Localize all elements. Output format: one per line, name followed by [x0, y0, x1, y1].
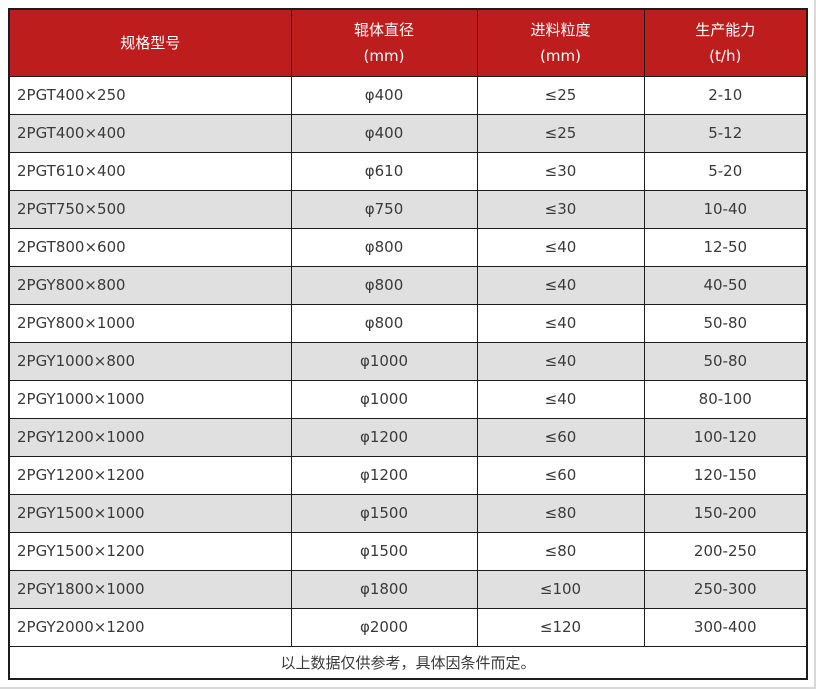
cell-capacity: 80-100 — [643, 379, 808, 419]
cell-feed-size: ≤80 — [476, 531, 645, 571]
cell-model: 2PGY1800×1000 — [8, 569, 292, 609]
cell-roller-diameter: φ1500 — [290, 493, 478, 533]
cell-capacity: 12-50 — [643, 227, 808, 267]
table-row: 2PGT610×400 φ610 ≤30 5-20 — [8, 151, 808, 191]
cell-model: 2PGT400×400 — [8, 113, 292, 153]
cell-roller-diameter: φ1000 — [290, 341, 478, 381]
col-header-roller-diameter-label: 辊体直径 — [353, 20, 414, 39]
cell-capacity: 10-40 — [643, 189, 808, 229]
table-row: 2PGY800×1000 φ800 ≤40 50-80 — [8, 303, 808, 343]
table-row: 2PGY1500×1200 φ1500 ≤80 200-250 — [8, 531, 808, 571]
cell-feed-size: ≤80 — [476, 493, 645, 533]
table-row: 2PGY1200×1200 φ1200 ≤60 120-150 — [8, 455, 808, 495]
col-header-capacity: 生产能力 (t/h) — [643, 8, 808, 77]
col-header-model-label: 规格型号 — [120, 33, 181, 52]
cell-model: 2PGT610×400 — [8, 151, 292, 191]
col-header-feed-size-label: 进料粒度 — [530, 20, 591, 39]
cell-model: 2PGY800×800 — [8, 265, 292, 305]
cell-capacity: 50-80 — [643, 341, 808, 381]
cell-model: 2PGY800×1000 — [8, 303, 292, 343]
table-row: 2PGY800×800 φ800 ≤40 40-50 — [8, 265, 808, 305]
table-row: 2PGY2000×1200 φ2000 ≤120 300-400 — [8, 607, 808, 647]
col-header-capacity-unit: (t/h) — [709, 46, 742, 65]
cell-roller-diameter: φ750 — [290, 189, 478, 229]
cell-capacity: 120-150 — [643, 455, 808, 495]
table-row: 2PGY1000×1000 φ1000 ≤40 80-100 — [8, 379, 808, 419]
cell-model: 2PGY1200×1000 — [8, 417, 292, 457]
cell-model: 2PGY1000×800 — [8, 341, 292, 381]
spec-table-header: 规格型号 辊体直径 (mm) 进料粒度 (mm) 生产能力 (t/h) — [8, 8, 808, 77]
cell-model: 2PGT750×500 — [8, 189, 292, 229]
cell-feed-size: ≤40 — [476, 303, 645, 343]
table-row: 2PGY1200×1000 φ1200 ≤60 100-120 — [8, 417, 808, 457]
col-header-feed-size-unit: (mm) — [540, 46, 581, 65]
spec-table-footer: 以上数据仅供参考，具体因条件而定。 — [8, 645, 808, 680]
spec-table-body: 2PGT400×250 φ400 ≤25 2-10 2PGT400×400 φ400 ≤25… — [8, 75, 808, 647]
cell-feed-size: ≤100 — [476, 569, 645, 609]
cell-capacity: 300-400 — [643, 607, 808, 647]
cell-feed-size: ≤30 — [476, 189, 645, 229]
cell-model: 2PGY1000×1000 — [8, 379, 292, 419]
table-row: 2PGT400×250 φ400 ≤25 2-10 — [8, 75, 808, 115]
cell-feed-size: ≤40 — [476, 341, 645, 381]
cell-roller-diameter: φ400 — [290, 113, 478, 153]
cell-model: 2PGY1500×1000 — [8, 493, 292, 533]
cell-capacity: 100-120 — [643, 417, 808, 457]
cell-capacity: 150-200 — [643, 493, 808, 533]
cell-feed-size: ≤60 — [476, 455, 645, 495]
cell-roller-diameter: φ1200 — [290, 417, 478, 457]
header-row: 规格型号 辊体直径 (mm) 进料粒度 (mm) 生产能力 (t/h) — [8, 8, 808, 77]
col-header-capacity-label: 生产能力 — [695, 20, 756, 39]
table-row: 2PGY1000×800 φ1000 ≤40 50-80 — [8, 341, 808, 381]
cell-capacity: 250-300 — [643, 569, 808, 609]
cell-feed-size: ≤30 — [476, 151, 645, 191]
table-row: 2PGT750×500 φ750 ≤30 10-40 — [8, 189, 808, 229]
cell-model: 2PGT800×600 — [8, 227, 292, 267]
footer-note: 以上数据仅供参考，具体因条件而定。 — [8, 645, 808, 680]
cell-capacity: 2-10 — [643, 75, 808, 115]
cell-roller-diameter: φ1000 — [290, 379, 478, 419]
cell-roller-diameter: φ610 — [290, 151, 478, 191]
cell-feed-size: ≤40 — [476, 227, 645, 267]
cell-feed-size: ≤40 — [476, 379, 645, 419]
cell-model: 2PGY1500×1200 — [8, 531, 292, 571]
cell-roller-diameter: φ1200 — [290, 455, 478, 495]
cell-roller-diameter: φ400 — [290, 75, 478, 115]
cell-model: 2PGY1200×1200 — [8, 455, 292, 495]
col-header-roller-diameter-unit: (mm) — [363, 46, 405, 65]
cell-roller-diameter: φ800 — [290, 265, 478, 305]
table-row: 2PGY1800×1000 φ1800 ≤100 250-300 — [8, 569, 808, 609]
cell-roller-diameter: φ800 — [290, 303, 478, 343]
footer-row: 以上数据仅供参考，具体因条件而定。 — [8, 645, 808, 680]
table-row: 2PGT800×600 φ800 ≤40 12-50 — [8, 227, 808, 267]
spec-table: 规格型号 辊体直径 (mm) 进料粒度 (mm) 生产能力 (t/h) 2PGT… — [8, 8, 808, 680]
cell-model: 2PGY2000×1200 — [8, 607, 292, 647]
table-row: 2PGY1500×1000 φ1500 ≤80 150-200 — [8, 493, 808, 533]
col-header-feed-size: 进料粒度 (mm) — [476, 8, 645, 77]
cell-capacity: 5-12 — [643, 113, 808, 153]
cell-model: 2PGT400×250 — [8, 75, 292, 115]
cell-capacity: 5-20 — [643, 151, 808, 191]
cell-capacity: 200-250 — [643, 531, 808, 571]
cell-roller-diameter: φ800 — [290, 227, 478, 267]
cell-feed-size: ≤120 — [476, 607, 645, 647]
cell-feed-size: ≤40 — [476, 265, 645, 305]
cell-roller-diameter: φ1500 — [290, 531, 478, 571]
cell-roller-diameter: φ2000 — [290, 607, 478, 647]
table-row: 2PGT400×400 φ400 ≤25 5-12 — [8, 113, 808, 153]
cell-capacity: 40-50 — [643, 265, 808, 305]
cell-roller-diameter: φ1800 — [290, 569, 478, 609]
col-header-model: 规格型号 — [8, 8, 292, 77]
cell-capacity: 50-80 — [643, 303, 808, 343]
cell-feed-size: ≤25 — [476, 113, 645, 153]
col-header-roller-diameter: 辊体直径 (mm) — [290, 8, 478, 77]
cell-feed-size: ≤60 — [476, 417, 645, 457]
cell-feed-size: ≤25 — [476, 75, 645, 115]
